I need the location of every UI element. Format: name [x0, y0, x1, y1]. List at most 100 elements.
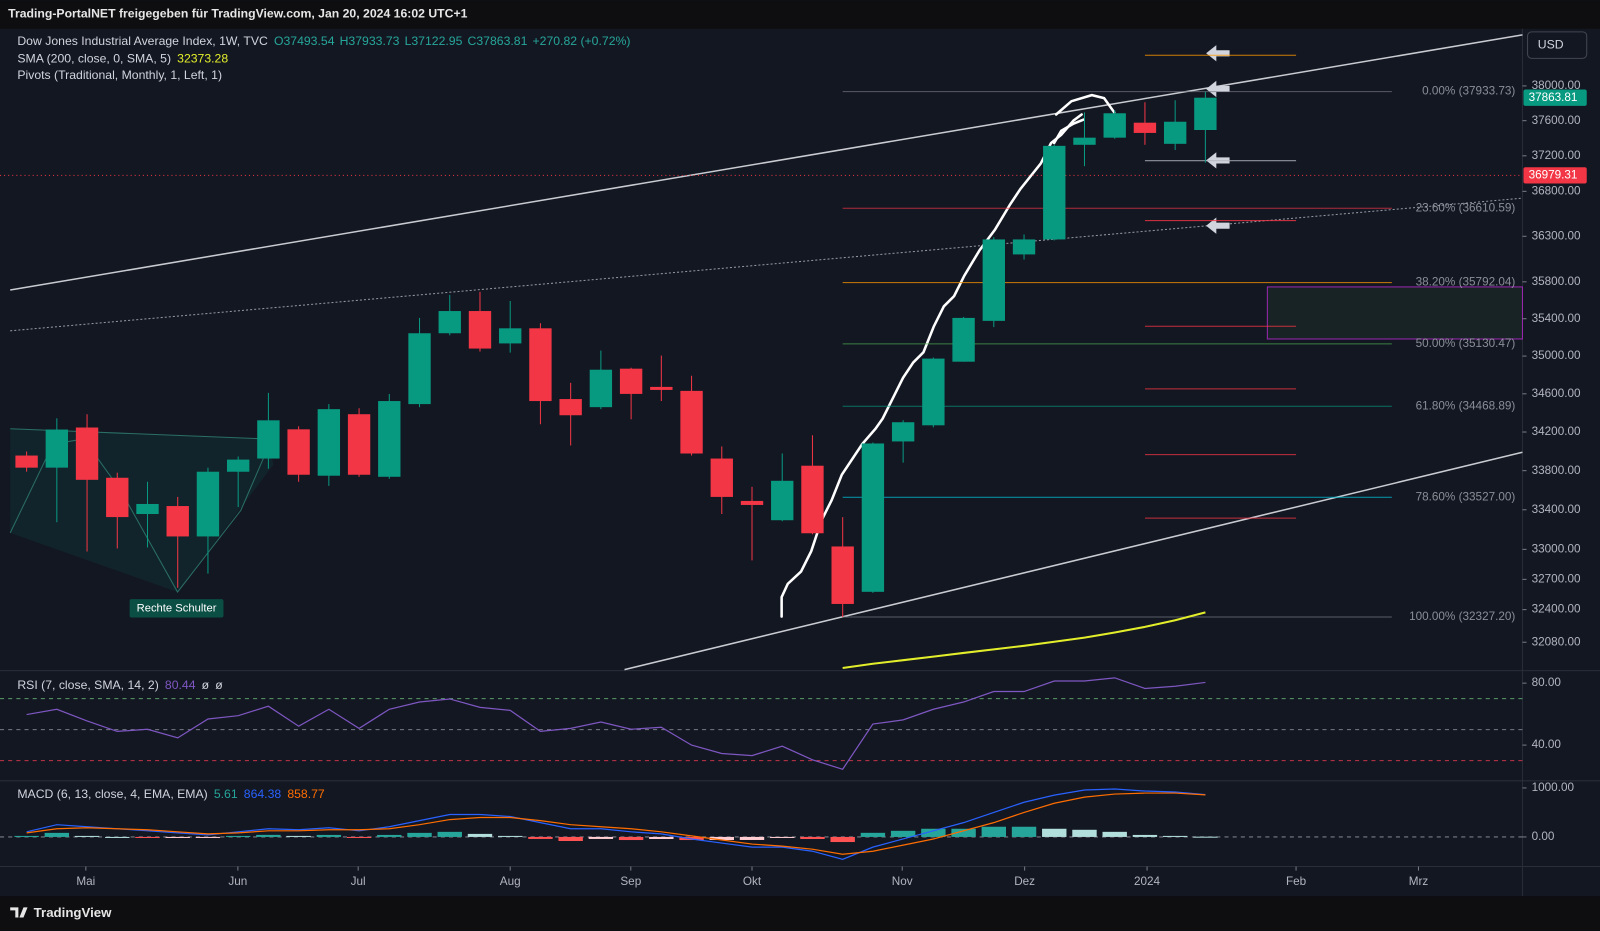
candle-body: [771, 480, 794, 521]
fib-label: 50.00% (35130.47): [1416, 337, 1516, 350]
candle-body: [1163, 121, 1187, 144]
y-tick-label: 33000.00: [1532, 542, 1581, 555]
annotation-label: Rechte Schulter: [137, 602, 217, 614]
y-tick-label: 37200.00: [1532, 149, 1581, 162]
candle-body: [1103, 113, 1126, 138]
candle-body: [408, 333, 431, 405]
y-tick-label: 32400.00: [1532, 603, 1581, 616]
y-tick-label: 33800.00: [1532, 464, 1581, 477]
macd-title: MACD (6, 13, close, 4, EMA, EMA): [17, 787, 207, 801]
histogram-bar: [649, 836, 674, 839]
legend-open: O37493.54: [274, 34, 335, 48]
candle-body: [468, 311, 492, 349]
histogram-bar: [951, 828, 976, 837]
fib-label: 38.20% (35792.04): [1416, 276, 1516, 289]
histogram-bar: [74, 835, 100, 837]
rsi-na: ø: [215, 678, 223, 692]
y-tick-label: 38000.00: [1532, 79, 1581, 92]
x-tick-label: Jul: [351, 875, 366, 888]
candle-body: [317, 409, 341, 476]
candle-body: [438, 311, 461, 334]
fib-label: 61.80% (34468.89): [1416, 399, 1516, 412]
y-tick-label: 35400.00: [1532, 312, 1581, 325]
y-tick-label: 36800.00: [1532, 184, 1581, 197]
candle-body: [378, 401, 401, 477]
histogram-bar: [981, 826, 1007, 837]
marks: 32080.00 32400.00 32700.00 33000.00 33400.00…: [0, 54, 1587, 888]
candle-body: [650, 386, 673, 390]
legend-high: H37933.73: [340, 34, 400, 48]
histogram-bar: [165, 836, 190, 838]
candle-body: [287, 429, 310, 475]
trend-line: [10, 34, 1523, 291]
candle-body: [136, 503, 159, 515]
sma-legend: SMA (200, close, 0, SMA, 5) 32373.28: [17, 52, 228, 66]
y-tick-label: 36300.00: [1532, 229, 1581, 242]
y-tick-label: 35000.00: [1532, 349, 1581, 362]
candle-body: [952, 317, 975, 362]
candle-body: [589, 369, 613, 408]
candle-body: [15, 455, 38, 468]
histogram-bar: [377, 834, 402, 837]
histogram-bar: [14, 835, 39, 837]
histogram-bar: [588, 836, 614, 839]
candle-body: [922, 358, 945, 426]
signal-value: 858.77: [287, 787, 325, 801]
y-tick-label: 40.00: [1532, 738, 1562, 751]
histogram-bar: [1193, 836, 1218, 838]
y-tick-label: 34200.00: [1532, 425, 1581, 438]
histogram-bar: [860, 832, 886, 837]
currency-label[interactable]: USD: [1538, 37, 1564, 51]
histogram-bar: [346, 836, 372, 838]
y-tick-label: 34600.00: [1532, 387, 1581, 400]
sma-line: [842, 611, 1206, 669]
histogram-bar: [316, 834, 342, 837]
candle-body: [1133, 122, 1157, 133]
x-tick-label: Nov: [892, 875, 913, 888]
price-legend: Dow Jones Industrial Average Index, 1W, …: [17, 34, 630, 48]
histogram-bar: [558, 836, 583, 842]
histogram-bar: [1072, 829, 1097, 837]
candle-body: [196, 471, 220, 537]
candle-body: [861, 443, 885, 592]
candle-body: [257, 420, 280, 459]
y-tick-label: 33400.00: [1532, 503, 1581, 516]
histogram-bar: [105, 836, 130, 838]
candle-body: [45, 429, 69, 468]
histogram-bar: [407, 832, 432, 837]
y-tick-label: 37600.00: [1532, 114, 1581, 127]
x-tick-label: Feb: [1286, 875, 1307, 888]
arrow-marker: [1206, 217, 1230, 234]
candle-body: [1073, 137, 1096, 145]
candle-body: [801, 465, 824, 534]
candle-body: [831, 546, 854, 604]
x-tick-label: Dez: [1014, 875, 1035, 888]
histogram-bar: [497, 835, 523, 837]
candle-body: [1043, 145, 1066, 240]
histogram-bar: [770, 836, 795, 838]
histogram-bar: [256, 834, 281, 837]
currency-button[interactable]: [1527, 31, 1588, 59]
y-tick-label: 1000.00: [1532, 781, 1575, 794]
legend-low: L37122.95: [405, 34, 463, 48]
candle-body: [680, 390, 703, 454]
annotation-box: [129, 599, 224, 618]
candle-body: [982, 239, 1005, 321]
last-price-tag: 37863.81: [1529, 91, 1578, 104]
price-line-tag-bg: [1523, 167, 1587, 184]
histogram-bar: [1011, 826, 1037, 837]
macd-value: 864.38: [244, 787, 282, 801]
sma-value: 32373.28: [177, 52, 228, 66]
macd-legend: MACD (6, 13, close, 4, EMA, EMA) 5.61 864.…: [17, 787, 325, 801]
histogram-bar: [800, 836, 825, 839]
histogram-bar: [44, 832, 70, 837]
rsi-line: [26, 677, 1206, 770]
hand-drawing: [1052, 118, 1085, 145]
candle-body: [740, 500, 764, 505]
x-tick-label: Mai: [76, 875, 95, 888]
signal-line: [26, 792, 1206, 855]
y-tick-label: 0.00: [1532, 830, 1555, 843]
trend-line: [624, 451, 1523, 671]
candle-body: [75, 427, 99, 480]
